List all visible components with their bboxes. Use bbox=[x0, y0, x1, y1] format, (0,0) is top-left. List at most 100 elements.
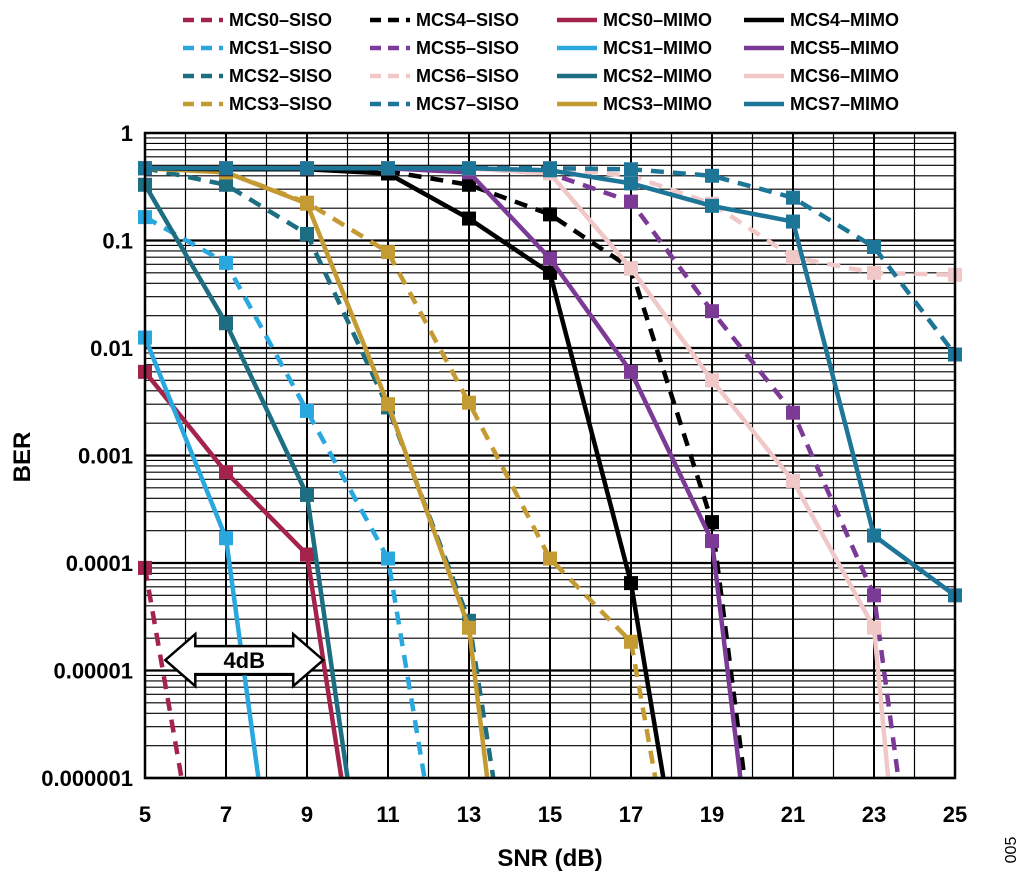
data-point bbox=[543, 163, 557, 178]
data-point bbox=[462, 395, 476, 410]
series-line bbox=[144, 165, 496, 779]
x-tick-label: 9 bbox=[301, 802, 313, 827]
legend-item: MCS4–SISO bbox=[370, 10, 519, 30]
legend-item: MCS0–SISO bbox=[183, 10, 332, 30]
series-line bbox=[144, 165, 490, 779]
y-tick-label: 0.0001 bbox=[66, 551, 133, 576]
x-tick-label: 11 bbox=[376, 802, 399, 827]
legend-item: MCS7–SISO bbox=[370, 94, 519, 114]
legend-item: MCS7–MIMO bbox=[744, 94, 899, 114]
data-point bbox=[462, 211, 476, 226]
data-point bbox=[219, 177, 233, 192]
data-point bbox=[867, 265, 881, 280]
legend-item: MCS5–MIMO bbox=[744, 38, 899, 58]
legend-item: MCS1–MIMO bbox=[557, 38, 712, 58]
data-point bbox=[543, 251, 557, 266]
data-point bbox=[462, 161, 476, 176]
data-point bbox=[624, 261, 638, 276]
data-point bbox=[867, 528, 881, 543]
legend-label: MCS2–SISO bbox=[229, 66, 332, 86]
series-line bbox=[145, 165, 743, 779]
series-MCS0–MIMO bbox=[138, 364, 344, 779]
annotation-label: 4dB bbox=[223, 648, 265, 673]
x-tick-label: 21 bbox=[781, 802, 805, 827]
data-point bbox=[867, 620, 881, 635]
legend-item: MCS2–SISO bbox=[183, 66, 332, 86]
y-tick-label: 0.1 bbox=[102, 229, 133, 254]
data-point bbox=[462, 620, 476, 635]
legend-label: MCS6–SISO bbox=[416, 66, 519, 86]
x-tick-label: 17 bbox=[619, 802, 643, 827]
data-point bbox=[543, 207, 557, 222]
x-axis-label: SNR (dB) bbox=[497, 845, 602, 872]
data-point bbox=[705, 168, 719, 183]
legend-item: MCS3–SISO bbox=[183, 94, 332, 114]
plot-frame bbox=[143, 131, 957, 780]
data-point bbox=[219, 465, 233, 480]
annotation-layer: 4dB bbox=[163, 631, 326, 689]
grid bbox=[144, 133, 956, 780]
data-point bbox=[624, 576, 638, 591]
x-tick-label: 25 bbox=[943, 802, 967, 827]
legend-label: MCS7–SISO bbox=[416, 94, 519, 114]
data-point bbox=[705, 304, 719, 319]
series-line bbox=[144, 165, 747, 779]
x-tick-label: 23 bbox=[862, 802, 886, 827]
legend-item: MCS5–SISO bbox=[370, 38, 519, 58]
data-point bbox=[867, 240, 881, 255]
data-point bbox=[705, 515, 719, 530]
legend-label: MCS3–SISO bbox=[229, 94, 332, 114]
data-point bbox=[462, 177, 476, 192]
data-point bbox=[381, 245, 395, 260]
series-MCS6–MIMO bbox=[138, 161, 891, 779]
y-tick-label: 0.001 bbox=[78, 444, 133, 469]
data-point bbox=[624, 176, 638, 191]
y-tick-label: 0.000001 bbox=[41, 766, 133, 791]
legend-label: MCS5–MIMO bbox=[790, 38, 899, 58]
data-point bbox=[300, 226, 314, 241]
legend-label: MCS7–MIMO bbox=[790, 94, 899, 114]
data-point bbox=[300, 487, 314, 502]
legend-label: MCS0–SISO bbox=[229, 10, 332, 30]
data-point bbox=[300, 161, 314, 176]
y-tick-label: 1 bbox=[121, 121, 133, 146]
series-MCS4–MIMO bbox=[138, 161, 666, 779]
data-point bbox=[219, 161, 233, 176]
double-arrow-shape bbox=[163, 631, 326, 689]
series-line bbox=[145, 165, 891, 779]
legend-label: MCS1–MIMO bbox=[603, 38, 712, 58]
legend-label: MCS6–MIMO bbox=[790, 66, 899, 86]
series-line bbox=[142, 567, 184, 779]
data-point bbox=[219, 255, 233, 270]
legend: MCS0–SISO MCS1–SISO MCS2–SISO MCS3–SISO MCS4… bbox=[183, 10, 899, 114]
y-tick-label: 0.01 bbox=[90, 336, 133, 361]
legend-label: MCS4–MIMO bbox=[790, 10, 899, 30]
data-point bbox=[300, 403, 314, 418]
legend-item: MCS6–SISO bbox=[370, 66, 519, 86]
series-MCS1–MIMO bbox=[138, 330, 261, 779]
data-point bbox=[543, 551, 557, 566]
y-axis-label: BER bbox=[9, 432, 36, 483]
legend-item: MCS6–MIMO bbox=[744, 66, 899, 86]
data-point bbox=[624, 364, 638, 379]
x-tick-label: 7 bbox=[220, 802, 232, 827]
data-point bbox=[300, 196, 314, 211]
data-point bbox=[219, 316, 233, 331]
legend-label: MCS3–MIMO bbox=[603, 94, 712, 114]
series-line bbox=[143, 183, 350, 779]
data-point bbox=[381, 397, 395, 412]
legend-label: MCS5–SISO bbox=[416, 38, 519, 58]
data-point bbox=[624, 162, 638, 177]
legend-label: MCS0–MIMO bbox=[603, 10, 712, 30]
series-layer bbox=[138, 161, 962, 779]
series-MCS1–SISO bbox=[138, 210, 427, 779]
series-MCS3–MIMO bbox=[138, 161, 490, 779]
x-tick-label: 19 bbox=[700, 802, 724, 827]
data-point bbox=[543, 265, 557, 280]
x-tick-label: 13 bbox=[457, 802, 481, 827]
legend-item: MCS1–SISO bbox=[183, 38, 332, 58]
series-MCS2–SISO bbox=[138, 161, 496, 779]
tick-labels: 5 7 9 11 13 15 17 19 21 23 25 1 0.1 0.01 0.001 0.0001 0.… bbox=[41, 121, 967, 827]
x-tick-label: 5 bbox=[139, 802, 151, 827]
